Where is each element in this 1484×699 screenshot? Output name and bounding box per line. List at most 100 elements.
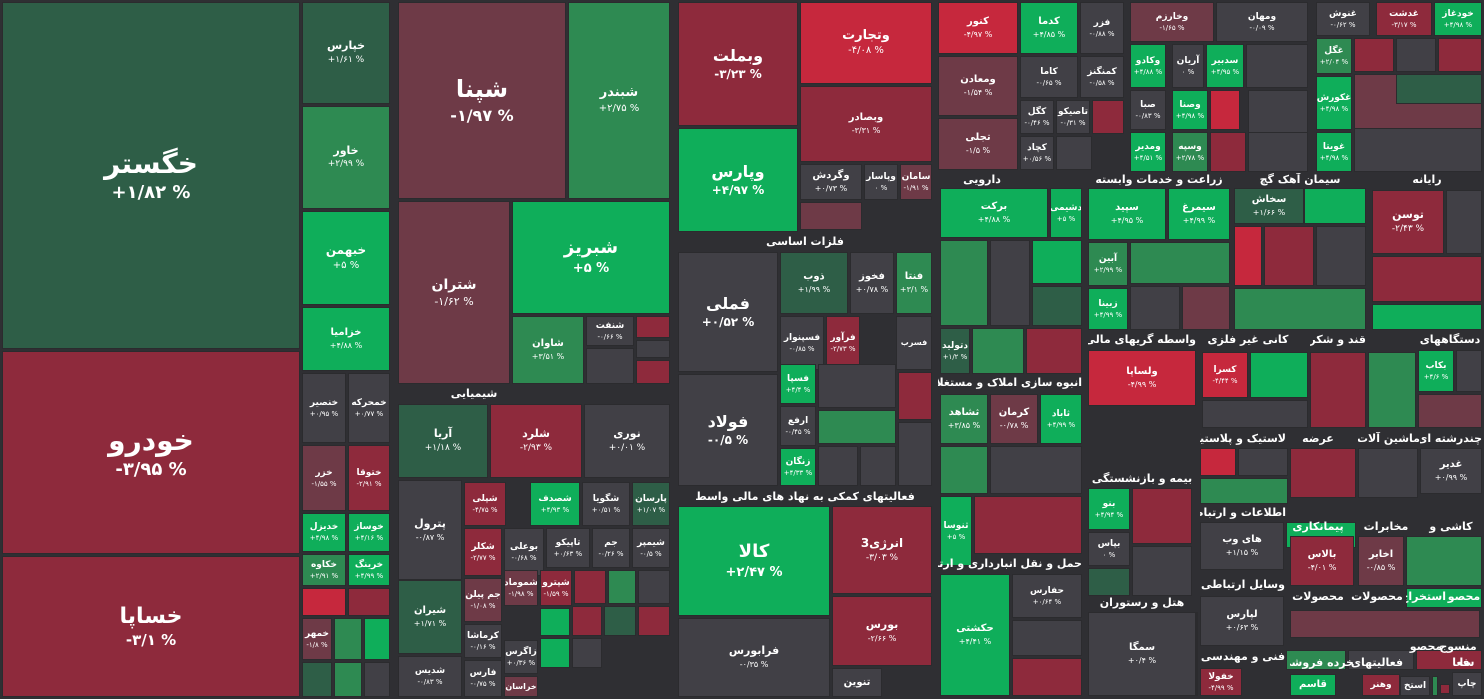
stock-tile[interactable] [572, 606, 602, 636]
stock-tile[interactable]: بالاس -۴/۰۱ % [1290, 536, 1354, 586]
stock-tile[interactable] [1182, 286, 1230, 330]
stock-tile[interactable]: غویتا +۴/۹۸ % [1316, 132, 1352, 172]
stock-tile[interactable] [1354, 38, 1394, 72]
stock-tile[interactable]: ولساپا -۴/۹۹ % [1088, 350, 1196, 406]
stock-tile[interactable]: کاما -۰/۶۵ % [1020, 56, 1078, 98]
stock-tile[interactable]: ختوقا -۲/۹۱ % [348, 445, 390, 511]
stock-tile[interactable]: وبملت -۳/۲۳ % [678, 2, 798, 126]
stock-tile[interactable] [1026, 328, 1082, 374]
stock-tile[interactable]: زبینا +۴/۹۹ % [1088, 288, 1128, 330]
stock-tile[interactable]: خمحرکه +۰/۷۷ % [348, 373, 390, 443]
stock-tile[interactable] [818, 446, 858, 486]
stock-tile[interactable] [572, 638, 602, 668]
stock-tile[interactable] [1032, 240, 1082, 284]
stock-tile[interactable]: شپنا -۱/۹۷ % [398, 2, 566, 199]
stock-tile[interactable] [636, 340, 670, 358]
stock-tile[interactable] [1132, 546, 1192, 596]
stock-tile[interactable] [1130, 286, 1180, 330]
stock-tile[interactable]: شیران +۱/۷۱ % [398, 580, 462, 654]
stock-tile[interactable] [1210, 132, 1246, 172]
stock-tile[interactable] [1372, 256, 1482, 302]
stock-tile[interactable] [364, 618, 390, 660]
stock-tile[interactable]: سمگا +۰/۴ % [1088, 612, 1196, 696]
stock-tile[interactable] [1406, 536, 1482, 586]
stock-tile[interactable]: وهنر [1362, 674, 1400, 696]
stock-tile[interactable]: کدما +۴/۸۵ % [1020, 2, 1078, 54]
stock-tile[interactable] [1432, 676, 1438, 696]
stock-tile[interactable]: تجلی -۱/۵ % [938, 118, 1018, 170]
stock-tile[interactable]: آبین +۲/۹۹ % [1088, 242, 1128, 286]
stock-tile[interactable] [638, 606, 670, 636]
stock-tile[interactable] [302, 662, 332, 697]
stock-tile[interactable]: خوساز +۴/۱۶ % [348, 513, 390, 552]
stock-tile[interactable]: سپید +۴/۹۵ % [1088, 188, 1166, 240]
stock-tile[interactable] [1348, 650, 1414, 670]
stock-tile[interactable] [1012, 658, 1082, 696]
stock-tile[interactable] [1210, 90, 1240, 130]
stock-tile[interactable] [898, 422, 932, 486]
stock-tile[interactable] [1396, 74, 1482, 104]
stock-tile[interactable]: بوعلی -۰/۶۸ % [504, 528, 544, 576]
stock-tile[interactable] [638, 570, 670, 604]
stock-tile[interactable]: تاپیکو +۰/۶۳ % [546, 528, 590, 568]
stock-tile[interactable]: سیمرغ +۴/۹۹ % [1168, 188, 1230, 240]
stock-tile[interactable]: خزامیا +۴/۸۸ % [302, 307, 390, 371]
stock-tile[interactable]: فرآور -۲/۷۳ % [826, 316, 860, 370]
stock-tile[interactable]: فسپنوار -۰/۸۵ % [780, 316, 824, 370]
stock-tile[interactable]: وبصادر -۳/۳۱ % [800, 86, 932, 162]
stock-tile[interactable] [990, 446, 1082, 494]
stock-tile[interactable]: ومدیر +۴/۵۱ % [1130, 132, 1166, 172]
stock-tile[interactable]: کالا +۲/۴۷ % [678, 506, 830, 616]
stock-tile[interactable] [1358, 448, 1418, 498]
stock-tile[interactable] [1438, 38, 1482, 72]
stock-tile[interactable]: وسپه +۲/۷۸ % [1172, 132, 1208, 172]
stock-tile[interactable]: خرینگ +۴/۹۹ % [348, 554, 390, 586]
stock-tile[interactable] [348, 588, 390, 616]
stock-tile[interactable]: شبریز +۵ % [512, 201, 670, 314]
stock-tile[interactable]: زاگرس +۰/۳۶ % [504, 640, 538, 674]
stock-tile[interactable]: وصنا +۴/۹۸ % [1172, 90, 1208, 130]
stock-tile[interactable]: خساپا -۳/۱ % [2, 556, 300, 697]
stock-tile[interactable]: حکشتی +۴/۴۱ % [940, 574, 1010, 696]
stock-tile[interactable]: وپاسار ۰ % [864, 164, 898, 200]
stock-tile[interactable] [972, 328, 1024, 374]
stock-tile[interactable]: وخارزم -۱/۶۵ % [1130, 2, 1214, 42]
stock-tile[interactable] [1088, 568, 1130, 596]
stock-tile[interactable]: ومعادن -۱/۵۴ % [938, 56, 1018, 116]
stock-tile[interactable]: استخ [1400, 676, 1430, 696]
stock-tile[interactable]: فرابورس -۰/۳۵ % [678, 618, 830, 697]
stock-tile[interactable]: بورس -۲/۶۶ % [832, 596, 932, 666]
stock-tile[interactable]: شیمپر -۰/۵ % [632, 528, 670, 568]
stock-tile[interactable]: آریا +۱/۱۸ % [398, 404, 488, 478]
stock-tile[interactable] [540, 638, 570, 668]
stock-tile[interactable] [574, 570, 606, 604]
stock-tile[interactable]: قاسم [1290, 674, 1336, 696]
stock-tile[interactable]: کرمان -۰/۷۸ % [990, 394, 1038, 444]
stock-tile[interactable]: تنوین [832, 668, 882, 697]
stock-tile[interactable] [540, 608, 570, 636]
stock-tile[interactable] [1056, 136, 1092, 170]
stock-tile[interactable]: نوری +۰/۰۱ % [584, 404, 670, 478]
stock-tile[interactable]: خزر -۱/۵۵ % [302, 445, 346, 511]
stock-tile[interactable]: دتولید +۱/۲ % [940, 328, 970, 374]
stock-tile[interactable] [1290, 448, 1356, 498]
stock-tile[interactable] [940, 446, 988, 494]
stock-tile[interactable] [1372, 304, 1482, 330]
stock-tile[interactable]: تاصیکو -۰/۳۱ % [1056, 100, 1090, 134]
stock-tile[interactable]: خودغاز +۴/۹۸ % [1434, 2, 1482, 36]
stock-tile[interactable] [1406, 588, 1482, 608]
stock-tile[interactable]: بپاس ۰ % [1088, 532, 1130, 566]
stock-tile[interactable] [1446, 190, 1482, 254]
stock-tile[interactable] [608, 570, 636, 604]
stock-tile[interactable]: ومهان -۰/۰۹ % [1216, 2, 1308, 42]
stock-tile[interactable]: توسن -۲/۴۳ % [1372, 190, 1444, 254]
stock-tile[interactable] [1248, 132, 1308, 172]
stock-tile[interactable]: شصدف +۴/۹۳ % [530, 482, 580, 526]
stock-tile[interactable]: پترول -۰/۸۷ % [398, 480, 462, 580]
stock-tile[interactable]: جم پیلن -۱/۰۸ % [464, 578, 502, 622]
stock-tile[interactable]: وپارس +۴/۹۷ % [678, 128, 798, 232]
stock-tile[interactable]: کچاد +۰/۵۶ % [1020, 136, 1054, 170]
stock-tile[interactable]: ثنوسا +۵ % [940, 496, 972, 566]
stock-tile[interactable]: انرژی3 -۳/۰۳ % [832, 506, 932, 594]
stock-tile[interactable]: آریان ۰ % [1172, 44, 1204, 88]
